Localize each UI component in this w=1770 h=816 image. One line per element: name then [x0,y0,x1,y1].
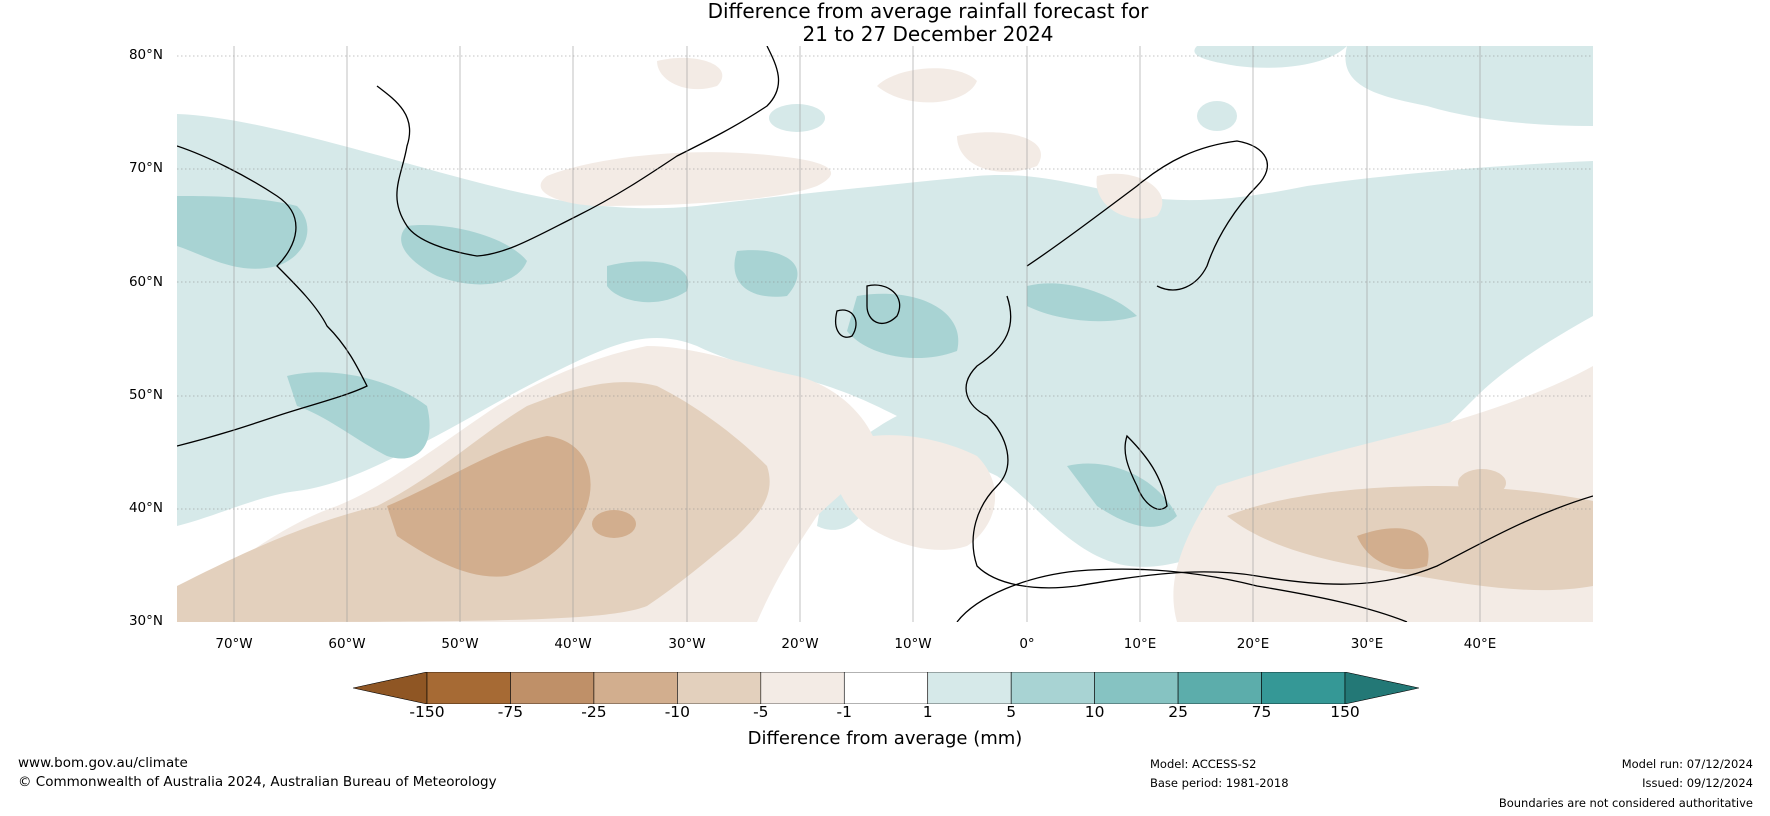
anomaly-region-wet-light [769,104,825,132]
anomaly-region-wet-light [1345,46,1593,126]
colorbar-segment [1177,672,1262,704]
colorbar-under-arrow [353,672,428,704]
lat-gridlines [177,55,1593,510]
anomaly-region-dry-light [1096,173,1163,219]
lon-label-70w: 70°W [215,636,253,652]
lat-label-70n: 70°N [128,160,163,176]
coastline-norway-scandinavia [1026,140,1268,291]
anomaly-region-dry-medium [1458,469,1506,497]
lat-label-30n: 30°N [128,613,163,629]
lon-label-60w: 60°W [328,636,366,652]
colorbar-segment [426,672,511,704]
anomaly-region-dry-light [957,132,1041,172]
colorbar-segment [593,672,678,704]
coastline-ireland [835,309,857,338]
colorbar-tick-label: 5 [1006,703,1017,721]
colorbar-label: Difference from average (mm) [747,728,1023,749]
colorbar-tick-label: -5 [753,703,769,721]
colorbar-tick-label: 10 [1084,703,1105,721]
colorbar-tick-label: -75 [497,703,524,721]
map-title-line1: Difference from average rainfall forecas… [707,0,1149,23]
lon-label-30w: 30°W [668,636,706,652]
anomaly-region-dry-strong [1357,528,1429,570]
anomaly-region-dry-light [657,57,723,90]
lat-label-50n: 50°N [128,387,163,403]
coastline-greenland [376,46,780,257]
lon-label-10w: 10°W [894,636,932,652]
lon-label-0: 0° [1019,636,1035,652]
colorbar-tick-label: 75 [1251,703,1272,721]
anomaly-region-wet-medium [847,293,959,359]
footer-model: Model: ACCESS-S2 [1150,757,1257,771]
footer-website-link[interactable]: www.bom.gov.au/climate [18,755,188,771]
colorbar-segment [843,672,929,704]
lon-gridlines [233,46,1481,622]
colorbar-tick-label: -150 [409,703,445,721]
colorbar-segment [510,672,595,704]
lon-label-40e: 40°E [1463,636,1497,652]
footer-model-run: Model run: 07/12/2024 [1621,757,1753,771]
anomaly-region-dry-light [540,152,832,206]
colorbar-segment [1261,672,1346,704]
coastline-canada [177,145,368,447]
lon-label-20e: 20°E [1236,636,1270,652]
colorbar-segment [760,672,845,704]
colorbar-tick-label: 150 [1330,703,1360,721]
anomaly-region-wet-medium [607,261,689,303]
colorbar-tick-label: 1 [922,703,933,721]
footer-base-period: Base period: 1981-2018 [1150,776,1289,790]
lat-label-80n: 80°N [128,47,163,63]
footer-disclaimer: Boundaries are not considered authoritat… [1498,796,1753,810]
lat-label-60n: 60°N [128,274,163,290]
anomaly-region-wet-medium [177,196,308,269]
anomaly-region-wet-medium [1027,283,1137,322]
footer-copyright: © Commonwealth of Australia 2024, Austra… [18,774,497,790]
lon-label-20w: 20°W [781,636,819,652]
map-title-line2: 21 to 27 December 2024 [802,22,1054,46]
colorbar-segment [1094,672,1179,704]
colorbar-tick-label: -1 [836,703,852,721]
anomaly-region-dry-strong [387,436,591,577]
colorbar-segment [1010,672,1095,704]
colorbar-tick-label: -10 [664,703,691,721]
anomaly-region-dry-light [833,435,996,550]
lon-label-40w: 40°W [554,636,592,652]
anomaly-region-wet-medium [1067,463,1177,527]
lat-label-40n: 40°N [128,500,163,516]
lon-label-10e: 10°E [1123,636,1157,652]
anomaly-region-dry-strong [592,510,636,538]
lon-label-50w: 50°W [441,636,479,652]
colorbar-over-arrow [1344,672,1419,704]
coastline-north-africa [956,568,1408,622]
coastline-italy [1124,434,1168,510]
colorbar-tick-label: -25 [581,703,607,721]
colorbar-segment [927,672,1012,704]
coastline-europe [965,295,1593,589]
colorbar-segment [677,672,762,704]
map-panel [177,46,1593,622]
anomaly-region-wet-medium [734,250,798,297]
anomaly-region-wet-light [1197,101,1237,131]
footer-issued: Issued: 09/12/2024 [1642,776,1753,790]
anomaly-region-wet-medium [287,372,430,459]
anomaly-region-wet-light [1194,46,1347,68]
coastline-british-isles [866,284,901,325]
colorbar [353,672,1419,704]
colorbar-tick-label: 25 [1168,703,1188,721]
anomaly-region-dry-light [877,68,977,103]
lon-label-30e: 30°E [1350,636,1384,652]
anomaly-region-wet-medium [401,225,527,285]
